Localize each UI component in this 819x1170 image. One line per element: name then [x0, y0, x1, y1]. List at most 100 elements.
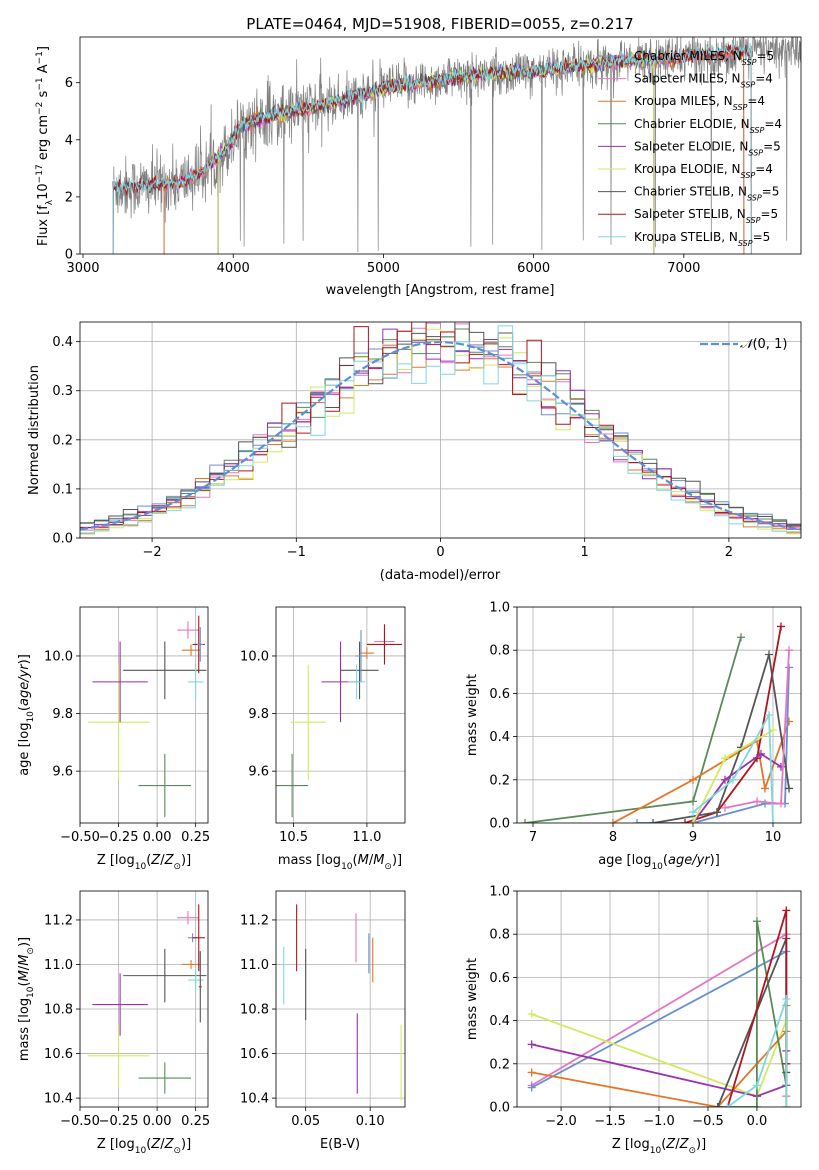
- y-tick-label: 9.6: [52, 765, 73, 780]
- legend-label-chab_stelib: Chabrier STELIB, NSSP=5: [634, 185, 779, 203]
- axes-frame: [79, 890, 209, 1108]
- weight-marker-salp_elodie: [527, 1040, 536, 1049]
- y-axis-label: mass weight: [465, 958, 480, 1040]
- histogram-krou_stelib: [80, 325, 801, 537]
- y-tick-label: 10.0: [44, 649, 73, 664]
- x-tick-label: 0.10: [356, 1114, 385, 1129]
- weight-line-krou_stelib: [727, 998, 788, 1107]
- weight-line-salp_stelib: [684, 626, 782, 823]
- x-axis-label: E(B-V): [320, 1137, 360, 1152]
- weight-marker-chab_elodie: [689, 797, 697, 806]
- y-tick-label: 0.2: [489, 773, 510, 788]
- x-tick-label: 3000: [66, 261, 99, 276]
- legend-label-krou_stelib: Kroupa STELIB, NSSP=5: [634, 230, 770, 248]
- x-tick-label: 1: [581, 545, 589, 560]
- legend-label-normal: 𝒩(0, 1): [740, 337, 787, 352]
- panel-age_vs_mass: 10.5 11.0 9.6 9.8 10.0 mass [log10(M/M⊙)]: [240, 606, 406, 872]
- panel-mass_vs_Z: −0.50−0.25 0.00 0.25 10.4 10.6 10.8 11.0 11.2 Z …: [17, 890, 210, 1156]
- panel-weight_vs_Z: −2.0 −1.5 −1.0 −0.5 0.0 0.0 0.2 0.4 0.6 0.8 1.0 mas…: [465, 885, 802, 1156]
- y-tick-label: 11.2: [240, 913, 269, 928]
- y-tick-label: 0.0: [489, 817, 510, 832]
- x-tick-label: −0.25: [99, 830, 139, 845]
- y-tick-label: 0.8: [489, 928, 510, 943]
- y-tick-label: 0.6: [489, 971, 510, 986]
- x-axis-label: Z [log10(Z/Z⊙)]: [97, 853, 191, 872]
- y-tick-label: 0.2: [489, 1057, 510, 1072]
- y-tick-label: 1.0: [489, 885, 510, 900]
- x-tick-label: −2: [143, 545, 162, 560]
- x-tick-label: −0.50: [60, 830, 100, 845]
- normal-curve: [80, 341, 801, 531]
- x-tick-label: 0.05: [291, 1114, 320, 1129]
- panel-mass_vs_ebv: 0.05 0.10 10.4 10.6 10.8 11.0 11.2 E(B-V): [240, 890, 406, 1152]
- figure-title: PLATE=0464, MJD=51908, FIBERID=0055, z=0…: [246, 15, 633, 33]
- panel-residuals: −2 −1 0 1 2 0.0 0.1 0.2 0.3 0.4 𝒩(0, 1) (data-model…: [27, 321, 802, 583]
- y-tick-label: 10.0: [240, 649, 269, 664]
- weight-marker-salp_miles: [785, 646, 793, 655]
- panel-spectrum: 3000 4000 5000 6000 7000 0 2 4 6 Chabrier MILES, …: [35, 36, 802, 298]
- spectrum-legend: Chabrier MILES, NSSP=5 Salpeter MILES, NS…: [598, 49, 782, 247]
- x-tick-label: 4000: [217, 261, 250, 276]
- weight-marker-krou_miles: [785, 717, 793, 726]
- weight-marker-chab_stelib: [765, 650, 773, 659]
- x-tick-label: 10: [765, 830, 782, 845]
- weight-marker-krou_stelib: [752, 1081, 761, 1090]
- weight-marker-chab_stelib: [785, 784, 793, 793]
- legend-label-salp_miles: Salpeter MILES, NSSP=4: [634, 72, 773, 90]
- y-axis-label: mass weight: [465, 674, 480, 756]
- y-tick-label: 0.8: [489, 644, 510, 659]
- x-tick-label: −1.0: [643, 1114, 675, 1129]
- plot-area-spectrum: [112, 37, 801, 254]
- x-tick-label: −1.5: [594, 1114, 626, 1129]
- weight-marker-chab_miles: [761, 799, 769, 808]
- plot-area-age_vs_Z: [80, 607, 208, 823]
- axes-frame: [275, 890, 406, 1108]
- weight-marker-krou_stelib: [723, 1103, 732, 1107]
- axes-frame: [79, 36, 802, 255]
- x-tick-label: 0.25: [181, 1114, 210, 1129]
- plot-area-mass_vs_ebv: [276, 891, 405, 1107]
- y-tick-label: 0.2: [52, 433, 73, 448]
- weight-marker-salp_stelib: [782, 906, 791, 915]
- y-tick-label: 11.0: [240, 958, 269, 973]
- weight-marker-salp_elodie: [757, 749, 765, 758]
- weight-marker-krou_stelib: [782, 1103, 791, 1107]
- legend-label-salp_elodie: Salpeter ELODIE, NSSP=5: [634, 139, 781, 157]
- y-tick-label: 10.4: [44, 1092, 73, 1107]
- weight-marker-salp_miles: [753, 797, 761, 806]
- x-tick-label: −2.0: [545, 1114, 577, 1129]
- panels: 3000 4000 5000 6000 7000 0 2 4 6 Chabrier MILES, …: [17, 36, 802, 1156]
- weight-marker-krou_elodie: [689, 819, 697, 823]
- y-tick-label: 10.6: [44, 1047, 73, 1062]
- x-tick-label: 2: [725, 545, 733, 560]
- x-tick-label: 9: [689, 830, 697, 845]
- plot-area-weight_vs_Z: [517, 891, 801, 1107]
- x-axis-label: Z [log10(Z/Z⊙)]: [612, 1137, 706, 1156]
- weight-marker-krou_stelib: [769, 819, 777, 823]
- x-tick-label: 0.25: [181, 830, 210, 845]
- weight-marker-krou_miles: [609, 819, 617, 823]
- y-tick-label: 1.0: [489, 601, 510, 616]
- weight-marker-chab_miles: [527, 1083, 536, 1092]
- x-tick-label: 7000: [667, 261, 700, 276]
- weight-marker-chab_elodie: [737, 633, 745, 642]
- x-tick-label: 11.0: [352, 830, 381, 845]
- x-tick-label: 0.0: [747, 1114, 768, 1129]
- x-tick-label: 0.00: [143, 1114, 172, 1129]
- x-axis-label: wavelength [Angstrom, rest frame]: [326, 283, 555, 298]
- plot-area-mass_vs_Z: [80, 891, 208, 1107]
- y-tick-label: 9.8: [52, 707, 73, 722]
- x-tick-label: −1: [287, 545, 306, 560]
- y-tick-label: 0.6: [489, 687, 510, 702]
- y-tick-label: 9.6: [248, 765, 269, 780]
- y-tick-label: 4: [65, 133, 73, 148]
- x-tick-label: 6000: [517, 261, 550, 276]
- x-tick-label: 10.5: [279, 830, 308, 845]
- axes-frame: [516, 606, 802, 824]
- weight-marker-chab_elodie: [521, 819, 529, 823]
- model-spectrum-krou_stelib: [112, 41, 752, 254]
- weight-marker-salp_miles: [777, 799, 785, 808]
- weight-marker-salp_stelib: [681, 819, 689, 823]
- axes-frame: [516, 890, 802, 1108]
